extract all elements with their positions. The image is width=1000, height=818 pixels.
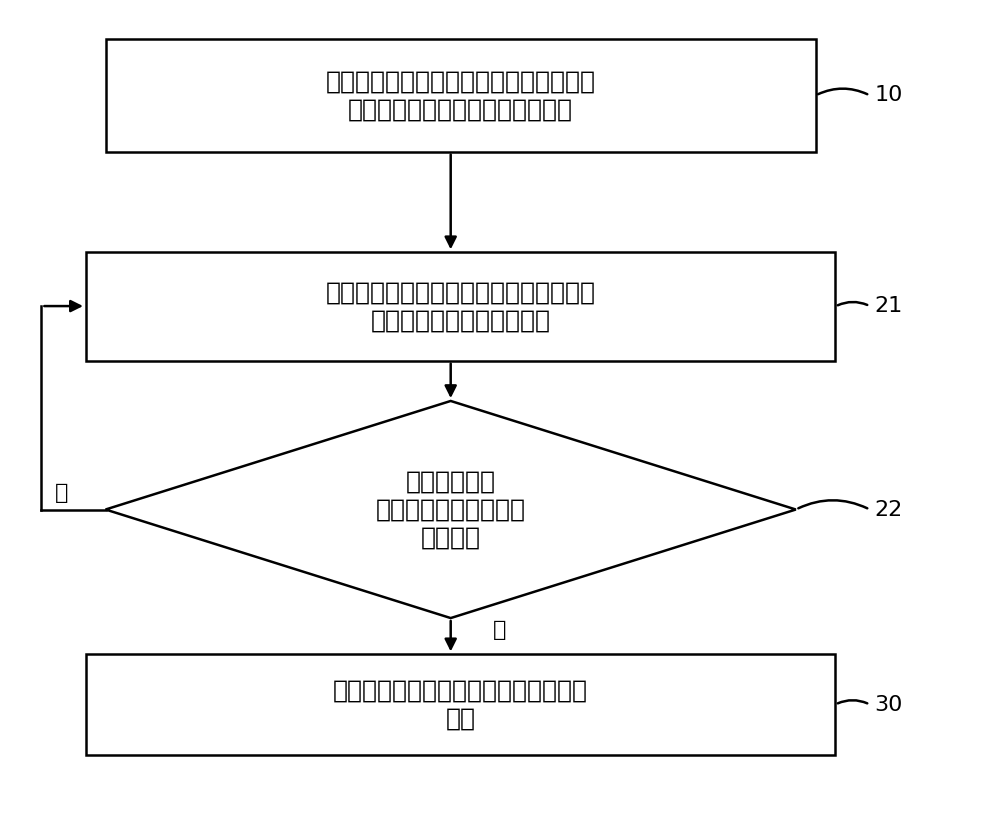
Text: 是: 是 — [493, 620, 507, 640]
Text: 自助应答模块向发起终端反馈，要求发起
终端提供配型所需请求信息: 自助应答模块向发起终端反馈，要求发起 终端提供配型所需请求信息 — [326, 281, 596, 332]
Bar — [106, 39, 816, 151]
Text: 自助应答模块向发起终端反馈配型操作
信息: 自助应答模块向发起终端反馈配型操作 信息 — [333, 679, 588, 730]
Text: 21: 21 — [875, 296, 903, 316]
Bar — [86, 252, 835, 361]
Text: 否: 否 — [54, 483, 68, 503]
Polygon shape — [106, 401, 796, 618]
Text: 10: 10 — [875, 85, 903, 106]
Text: 自助应答模块
判断请求信息能被用于
配型检索: 自助应答模块 判断请求信息能被用于 配型检索 — [376, 470, 526, 550]
Text: 30: 30 — [875, 694, 903, 714]
Text: 22: 22 — [875, 500, 903, 519]
Bar — [86, 654, 835, 755]
Text: 当发起终端向自助应答模块发起请求时，
自助应答模块自动解析终端的号码: 当发起终端向自助应答模块发起请求时， 自助应答模块自动解析终端的号码 — [326, 70, 596, 121]
